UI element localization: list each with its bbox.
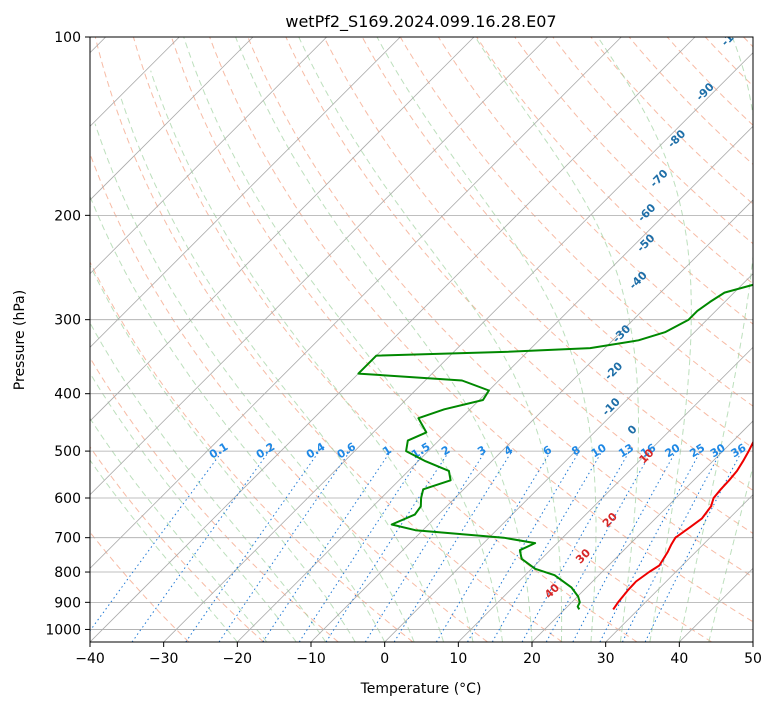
moist-adiabat [119, 96, 445, 642]
moist-adiabat [376, 37, 597, 642]
dry-adiabat [90, 446, 264, 642]
y-axis-label: Pressure (hPa) [12, 290, 28, 390]
mixing-ratio-line [364, 450, 486, 642]
temperature-profile-line [612, 440, 753, 610]
y-tick-label: 1000 [45, 622, 81, 638]
dry-adiabat [132, 37, 638, 642]
isotherm-line [90, 37, 254, 201]
mixing-ratio-line [467, 450, 580, 642]
moist-adiabat [90, 321, 327, 642]
chart-title: wetPf2_S169.2024.099.16.28.E07 [285, 12, 556, 32]
y-tick-label: 800 [54, 565, 81, 581]
sounding-series [357, 283, 753, 610]
moist-adiabat [183, 37, 503, 642]
moist-adiabat [678, 37, 753, 642]
y-axis-ticks: 100 200 300 400 500 600 700 800 900 1000 [45, 30, 90, 638]
isotherm-line [163, 52, 753, 642]
x-tick-label: −10 [296, 651, 326, 667]
mixing-ratio-line [185, 450, 320, 642]
mixing-ratio-line [572, 450, 677, 642]
plot-frame [89, 36, 754, 643]
dry-adiabat [94, 37, 563, 642]
mixing-ratio-line [393, 450, 513, 642]
dry-adiabat [171, 37, 712, 642]
dry-adiabat [285, 37, 753, 535]
dry-adiabat [90, 260, 414, 642]
y-tick-label: 500 [54, 444, 81, 460]
y-tick-label: 700 [54, 531, 81, 547]
isotherm-line [90, 37, 548, 496]
moist-adiabat [235, 37, 533, 642]
y-tick-label: 900 [54, 595, 81, 611]
mixing-ratio-line [325, 450, 450, 642]
y-tick-label: 400 [54, 387, 81, 403]
mixing-ratio-line [262, 450, 392, 642]
isotherm-line [531, 420, 753, 642]
moist-adiabat [474, 37, 639, 642]
isotherm-line [384, 273, 753, 642]
moist-adiabat [298, 37, 563, 642]
x-tick-label: 0 [380, 651, 389, 667]
x-tick-label: 40 [670, 651, 688, 667]
x-tick-label: 50 [744, 651, 762, 667]
dry-adiabat [476, 37, 753, 325]
x-tick-label: 30 [597, 651, 615, 667]
mixing-ratio-line [218, 450, 351, 642]
dewpoint-profile-line [357, 283, 753, 610]
y-tick-label: 200 [54, 208, 81, 224]
mixing-ratio-line [435, 450, 552, 642]
dry-adiabat [209, 37, 753, 623]
mixing-ratio-line [599, 450, 701, 642]
isotherm-line [237, 125, 753, 642]
x-tick-label: 10 [449, 651, 467, 667]
isotherm-line [90, 37, 401, 348]
x-axis-ticks: −40 −30 −20 −10 0 10 20 30 40 50 [75, 642, 762, 667]
moist-adiabat [708, 465, 753, 642]
x-axis-label: Temperature (°C) [360, 681, 482, 697]
isotherm-line [458, 346, 753, 642]
x-tick-label: −30 [149, 651, 179, 667]
y-tick-label: 600 [54, 491, 81, 507]
dry-adiabat [247, 37, 753, 578]
isotherm-line [90, 37, 696, 642]
isotherm-line [310, 199, 753, 642]
moist-adiabat [94, 123, 415, 642]
background-lines [90, 37, 753, 642]
x-tick-label: −40 [75, 651, 105, 667]
moist-adiabat [90, 372, 297, 642]
moist-adiabat-label: -100 [719, 20, 748, 49]
y-tick-label: 100 [54, 30, 81, 46]
x-tick-label: 20 [523, 651, 541, 667]
moist-adiabat [597, 37, 692, 642]
y-tick-label: 300 [54, 313, 81, 329]
isotherm-line [90, 37, 327, 275]
x-tick-label: −20 [223, 651, 253, 667]
isotherm-line [90, 37, 475, 422]
mixing-ratio-line [298, 450, 425, 642]
isotherm-line [90, 37, 622, 569]
isotherm-line [605, 494, 753, 642]
dry-adiabat [514, 37, 753, 285]
moist-adiabat [150, 70, 474, 642]
moist-adiabat [90, 417, 268, 642]
